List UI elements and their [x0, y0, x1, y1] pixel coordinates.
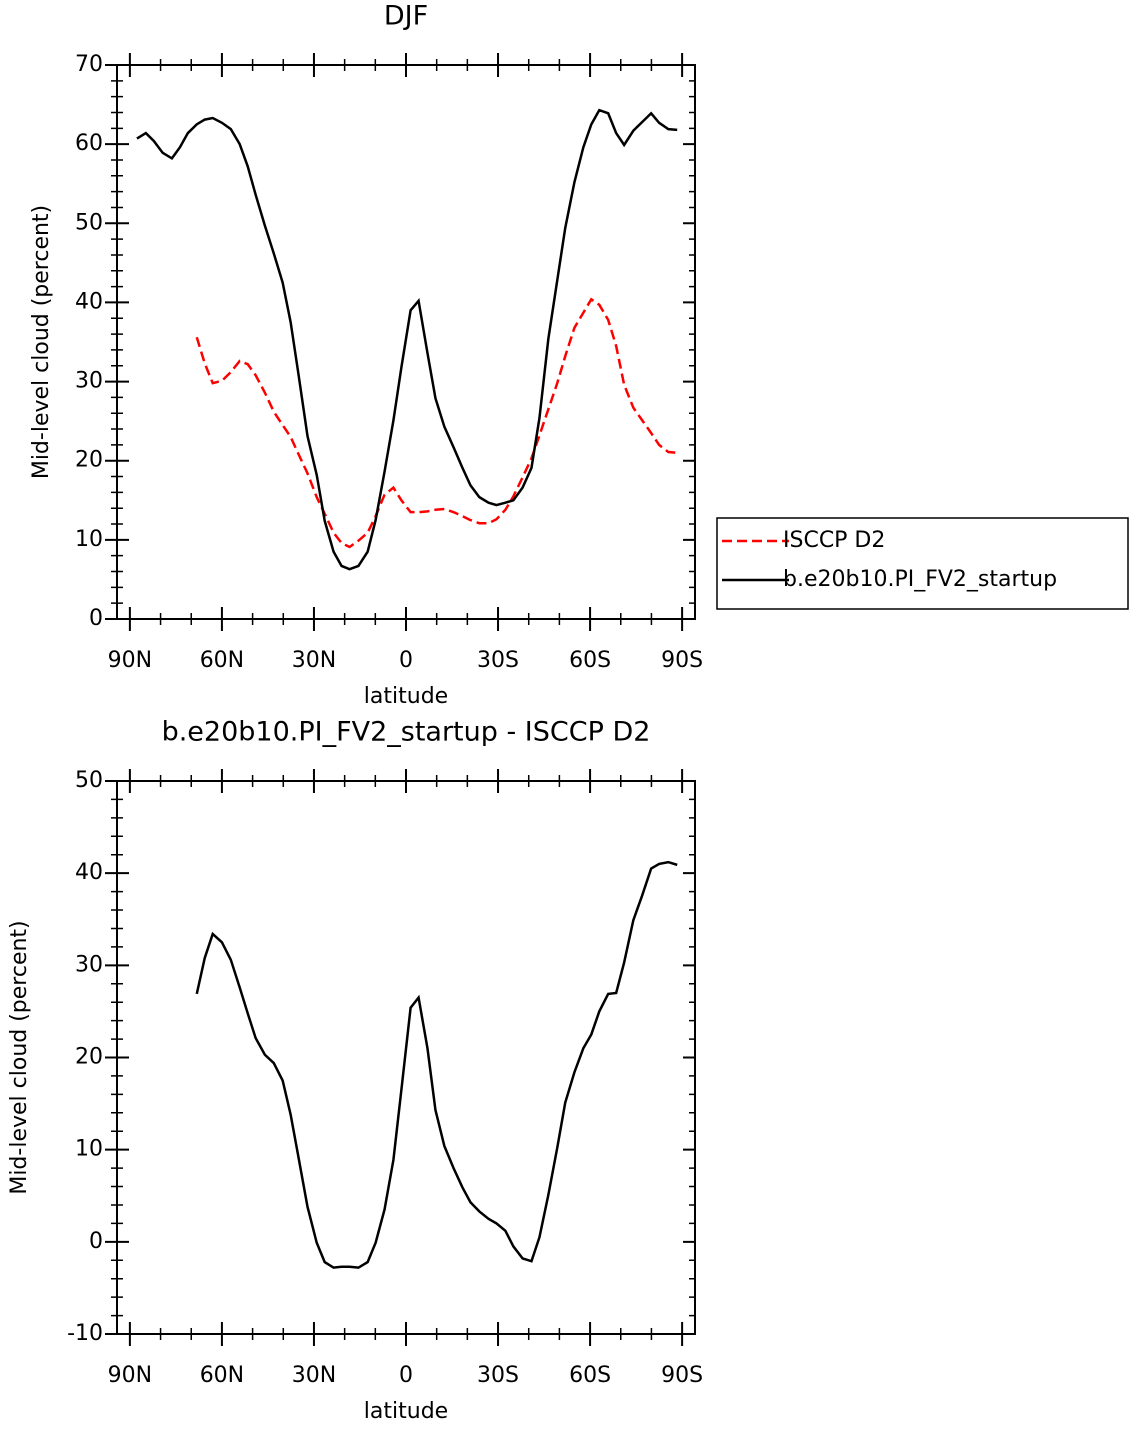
legend-label: b.e20b10.PI_FV2_startup: [783, 567, 1057, 592]
y-tick-label: 40: [75, 860, 103, 885]
legend-label: ISCCP D2: [783, 528, 885, 553]
x-axis-label: latitude: [364, 1399, 448, 1424]
x-tick-label: 0: [399, 1363, 413, 1388]
x-tick-label: 30N: [292, 1363, 336, 1388]
x-tick-label: 90N: [108, 648, 152, 673]
x-tick-label: 90S: [661, 648, 703, 673]
x-tick-label: 30S: [477, 1363, 519, 1388]
y-tick-label: 20: [75, 448, 103, 473]
y-tick-label: -10: [67, 1321, 103, 1346]
y-tick-label: 20: [75, 1045, 103, 1070]
x-tick-label: 60N: [200, 1363, 244, 1388]
y-tick-label: 30: [75, 369, 103, 394]
y-axis-label: Mid-level cloud (percent): [7, 920, 32, 1194]
chart-title: b.e20b10.PI_FV2_startup - ISCCP D2: [162, 717, 651, 748]
line-series: [136, 108, 678, 571]
y-tick-label: 60: [75, 131, 103, 156]
x-tick-label: 0: [399, 648, 413, 673]
y-tick-label: 50: [75, 210, 103, 235]
x-axis-label: latitude: [364, 684, 448, 709]
x-tick-label: 90N: [108, 1363, 152, 1388]
line-series: [195, 297, 678, 549]
x-tick-label: 30S: [477, 648, 519, 673]
chart-title: DJF: [384, 1, 428, 32]
y-tick-label: 10: [75, 1137, 103, 1162]
x-tick-label: 30N: [292, 648, 336, 673]
legend-box: [716, 517, 1129, 610]
line-series: [195, 860, 678, 1269]
y-axis-label: Mid-level cloud (percent): [29, 205, 54, 479]
y-tick-label: 70: [75, 52, 103, 77]
y-tick-label: 0: [89, 606, 103, 631]
y-tick-label: 30: [75, 952, 103, 977]
x-tick-label: 60N: [200, 648, 244, 673]
y-tick-label: 50: [75, 768, 103, 793]
x-tick-label: 90S: [661, 1363, 703, 1388]
x-tick-label: 60S: [569, 648, 611, 673]
y-tick-label: 10: [75, 527, 103, 552]
y-tick-label: 0: [89, 1229, 103, 1254]
y-tick-label: 40: [75, 289, 103, 314]
x-tick-label: 60S: [569, 1363, 611, 1388]
